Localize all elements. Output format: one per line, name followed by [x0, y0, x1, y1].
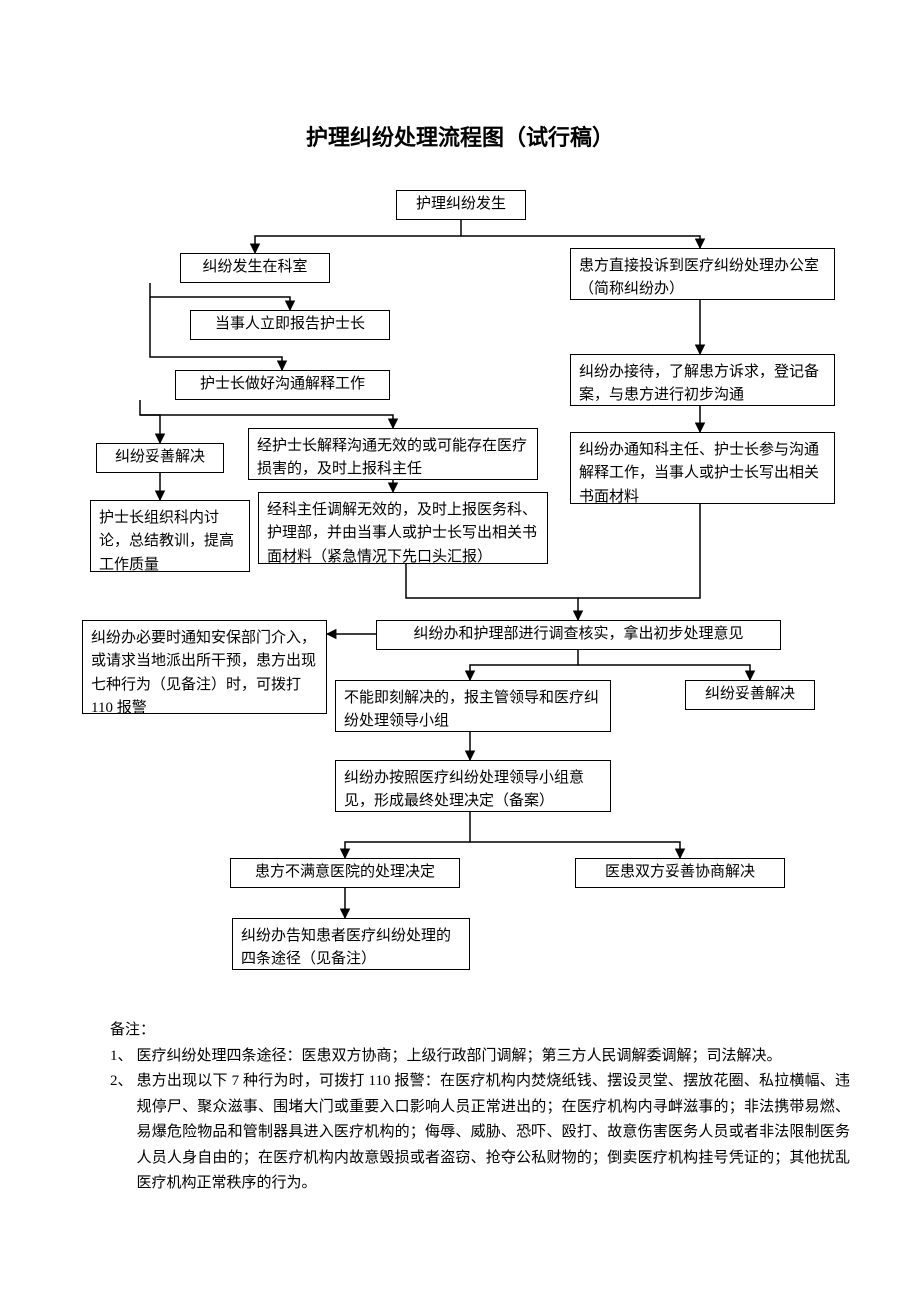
- flow-node-n4: 当事人立即报告护士长: [190, 310, 390, 340]
- flow-node-n16: 纠纷办按照医疗纠纷处理领导小组意见，形成最终处理决定（备案）: [335, 760, 611, 812]
- note-number: 2、: [110, 1069, 133, 1197]
- flow-edge: [470, 842, 680, 858]
- flow-edge: [140, 400, 160, 443]
- flow-node-n13: 纠纷办和护理部进行调查核实，拿出初步处理意见: [376, 620, 781, 650]
- flow-node-n2: 纠纷发生在科室: [180, 253, 330, 283]
- page-title: 护理纠纷处理流程图（试行稿）: [0, 120, 920, 152]
- flow-node-n14: 不能即刻解决的，报主管领导和医疗纠纷处理领导小组: [335, 680, 611, 732]
- flow-edge: [406, 564, 578, 620]
- note-text: 患方出现以下 7 种行为时，可拨打 110 报警：在医疗机构内焚烧纸钱、摆设灵堂…: [137, 1069, 850, 1197]
- flow-node-n3: 患方直接投诉到医疗纠纷处理办公室（简称纠纷办）: [570, 248, 835, 300]
- flow-edge: [140, 415, 393, 428]
- flow-edge: [345, 812, 470, 858]
- flow-node-n12: 纠纷办必要时通知安保部门介入，或请求当地派出所干预，患方出现七种行为（见备注）时…: [82, 620, 327, 714]
- flow-edge: [150, 283, 290, 310]
- flow-edge: [578, 665, 750, 680]
- notes-heading: 备注：: [110, 1018, 850, 1044]
- flow-node-n15: 纠纷妥善解决: [685, 680, 815, 710]
- flow-node-n18: 医患双方妥善协商解决: [575, 858, 785, 888]
- flow-node-n19: 纠纷办告知患者医疗纠纷处理的四条途径（见备注）: [232, 918, 470, 970]
- flow-edge: [255, 220, 461, 253]
- flow-edge: [578, 504, 700, 598]
- flow-node-n6: 纠纷办接待，了解患方诉求，登记备案，与患方进行初步沟通: [570, 354, 835, 406]
- note-item: 2、患方出现以下 7 种行为时，可拨打 110 报警：在医疗机构内焚烧纸钱、摆设…: [110, 1069, 850, 1197]
- flow-node-n7: 纠纷妥善解决: [96, 443, 224, 473]
- note-item: 1、医疗纠纷处理四条途径：医患双方协商；上级行政部门调解；第三方人民调解委调解；…: [110, 1044, 850, 1070]
- flow-node-n10: 护士长组织科内讨论，总结教训，提高工作质量: [90, 500, 250, 572]
- flow-edge: [470, 650, 578, 680]
- flow-node-n9: 纠纷办通知科主任、护士长参与沟通解释工作，当事人或护士长写出相关书面材料: [570, 432, 835, 504]
- flow-node-n5: 护士长做好沟通解释工作: [175, 370, 390, 400]
- flow-node-n1: 护理纠纷发生: [396, 190, 526, 220]
- note-text: 医疗纠纷处理四条途径：医患双方协商；上级行政部门调解；第三方人民调解委调解；司法…: [137, 1044, 850, 1070]
- flow-node-n17: 患方不满意医院的处理决定: [230, 858, 460, 888]
- flow-edge: [461, 236, 700, 248]
- flow-node-n8: 经护士长解释沟通无效的或可能存在医疗损害的，及时上报科主任: [248, 428, 538, 480]
- notes-block: 备注： 1、医疗纠纷处理四条途径：医患双方协商；上级行政部门调解；第三方人民调解…: [110, 1018, 850, 1197]
- flow-node-n11: 经科主任调解无效的，及时上报医务科、护理部，并由当事人或护士长写出相关书面材料（…: [258, 492, 548, 564]
- note-number: 1、: [110, 1044, 133, 1070]
- page: 护理纠纷处理流程图（试行稿） 护理纠纷发生纠纷发生在科室 患方直接投诉到医疗纠纷处…: [0, 0, 920, 1302]
